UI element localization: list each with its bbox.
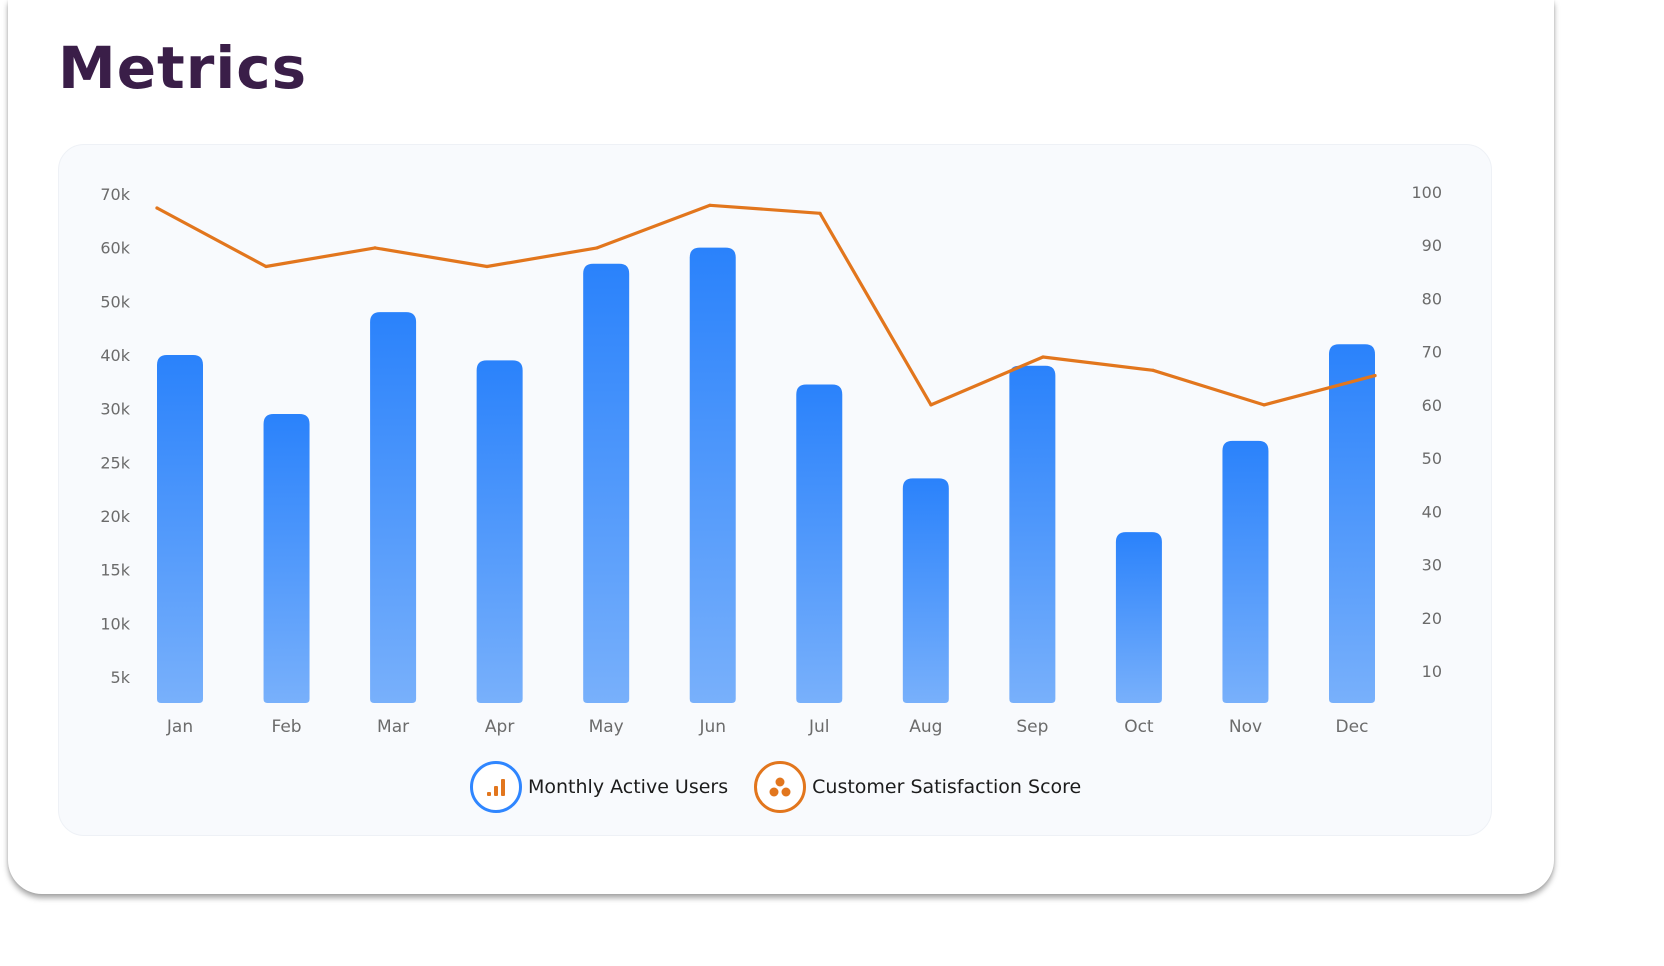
left-axis-tick-label: 25k: [100, 453, 130, 472]
x-axis-tick-label: Nov: [1229, 717, 1262, 737]
right-axis-tick-label: 70: [1422, 343, 1442, 362]
line-point-oct[interactable]: [1151, 368, 1155, 372]
chart-legend: Monthly Active Users Customer Satisfacti…: [470, 760, 1107, 814]
bar-series-monthly-active-users: [157, 247, 1375, 703]
legend-item-monthly-active-users[interactable]: Monthly Active Users: [470, 761, 728, 813]
right-axis-tick-label: 50: [1422, 449, 1442, 468]
right-axis-tick-label: 30: [1422, 556, 1442, 575]
bar-jan[interactable]: [157, 355, 203, 703]
left-axis-tick-label: 30k: [100, 400, 130, 419]
x-axis-tick-label: Jul: [808, 717, 830, 737]
x-axis-tick-label: Mar: [377, 717, 409, 737]
line-point-jul[interactable]: [818, 211, 822, 215]
right-axis-tick-label: 10: [1422, 662, 1442, 681]
legend-label: Monthly Active Users: [528, 776, 729, 798]
bar-mar[interactable]: [370, 312, 417, 703]
bar-may[interactable]: [583, 263, 630, 703]
x-axis-tick-label: Apr: [485, 717, 514, 737]
bar-apr[interactable]: [476, 360, 523, 703]
line-point-may[interactable]: [595, 246, 599, 250]
satisfaction-line: [155, 203, 1377, 407]
x-axis: Jan Feb Mar Apr May Jun Jul Aug Sep Oct Nov Dec: [166, 717, 1369, 737]
line-point-jan[interactable]: [155, 206, 159, 210]
right-axis-tick-label: 90: [1422, 236, 1442, 255]
x-axis-tick-label: Feb: [271, 717, 301, 737]
line-point-aug[interactable]: [929, 403, 933, 407]
left-axis-tick-label: 60k: [100, 239, 130, 258]
legend-item-customer-satisfaction-score[interactable]: Customer Satisfaction Score: [754, 761, 1081, 813]
x-axis-tick-label: Sep: [1016, 717, 1048, 737]
bar-jul[interactable]: [796, 384, 843, 703]
left-axis-tick-label: 20k: [100, 507, 130, 526]
bar-sep[interactable]: [1009, 365, 1056, 703]
line-point-jun[interactable]: [708, 203, 712, 207]
left-axis-tick-label: 70k: [100, 185, 130, 204]
right-axis: 10 20 30 40 50 60 70 80 90 100: [1411, 183, 1442, 681]
line-point-sep[interactable]: [1041, 355, 1045, 359]
bar-chart-icon: [470, 761, 522, 813]
x-axis-tick-label: Jun: [698, 717, 726, 737]
line-point-dec[interactable]: [1373, 374, 1377, 378]
x-axis-tick-label: Jan: [166, 717, 193, 737]
right-axis-tick-label: 60: [1422, 396, 1442, 415]
left-axis-tick-label: 15k: [100, 561, 130, 580]
bar-dec[interactable]: [1329, 344, 1375, 703]
bar-aug[interactable]: [902, 478, 949, 703]
left-axis-tick-label: 5k: [111, 668, 131, 687]
x-axis-tick-label: May: [589, 717, 624, 737]
x-axis-tick-label: Aug: [909, 717, 942, 737]
right-axis-tick-label: 100: [1411, 183, 1442, 202]
line-point-nov[interactable]: [1262, 403, 1266, 407]
left-axis-tick-label: 10k: [100, 614, 130, 633]
legend-label: Customer Satisfaction Score: [812, 776, 1082, 798]
right-axis-tick-label: 20: [1422, 609, 1442, 628]
x-axis-tick-label: Oct: [1124, 717, 1154, 737]
page-title: Metrics: [58, 34, 308, 102]
line-point-feb[interactable]: [264, 264, 268, 269]
left-axis-tick-label: 40k: [100, 346, 130, 365]
left-axis-tick-label: 50k: [100, 292, 130, 311]
bar-jun[interactable]: [689, 247, 736, 703]
bar-nov[interactable]: [1222, 440, 1269, 703]
line-series-customer-satisfaction: [155, 203, 1377, 407]
right-axis-tick-label: 80: [1422, 289, 1442, 308]
line-point-apr[interactable]: [485, 264, 489, 269]
three-dots-icon: [754, 761, 807, 813]
x-axis-tick-label: Dec: [1336, 717, 1369, 737]
line-point-mar[interactable]: [373, 246, 377, 250]
bar-oct[interactable]: [1115, 532, 1162, 703]
right-axis-tick-label: 40: [1422, 502, 1442, 521]
left-axis: 5k 10k 15k 20k 25k 30k 40k 50k 60k 70k: [100, 185, 130, 687]
bar-feb[interactable]: [263, 414, 310, 703]
